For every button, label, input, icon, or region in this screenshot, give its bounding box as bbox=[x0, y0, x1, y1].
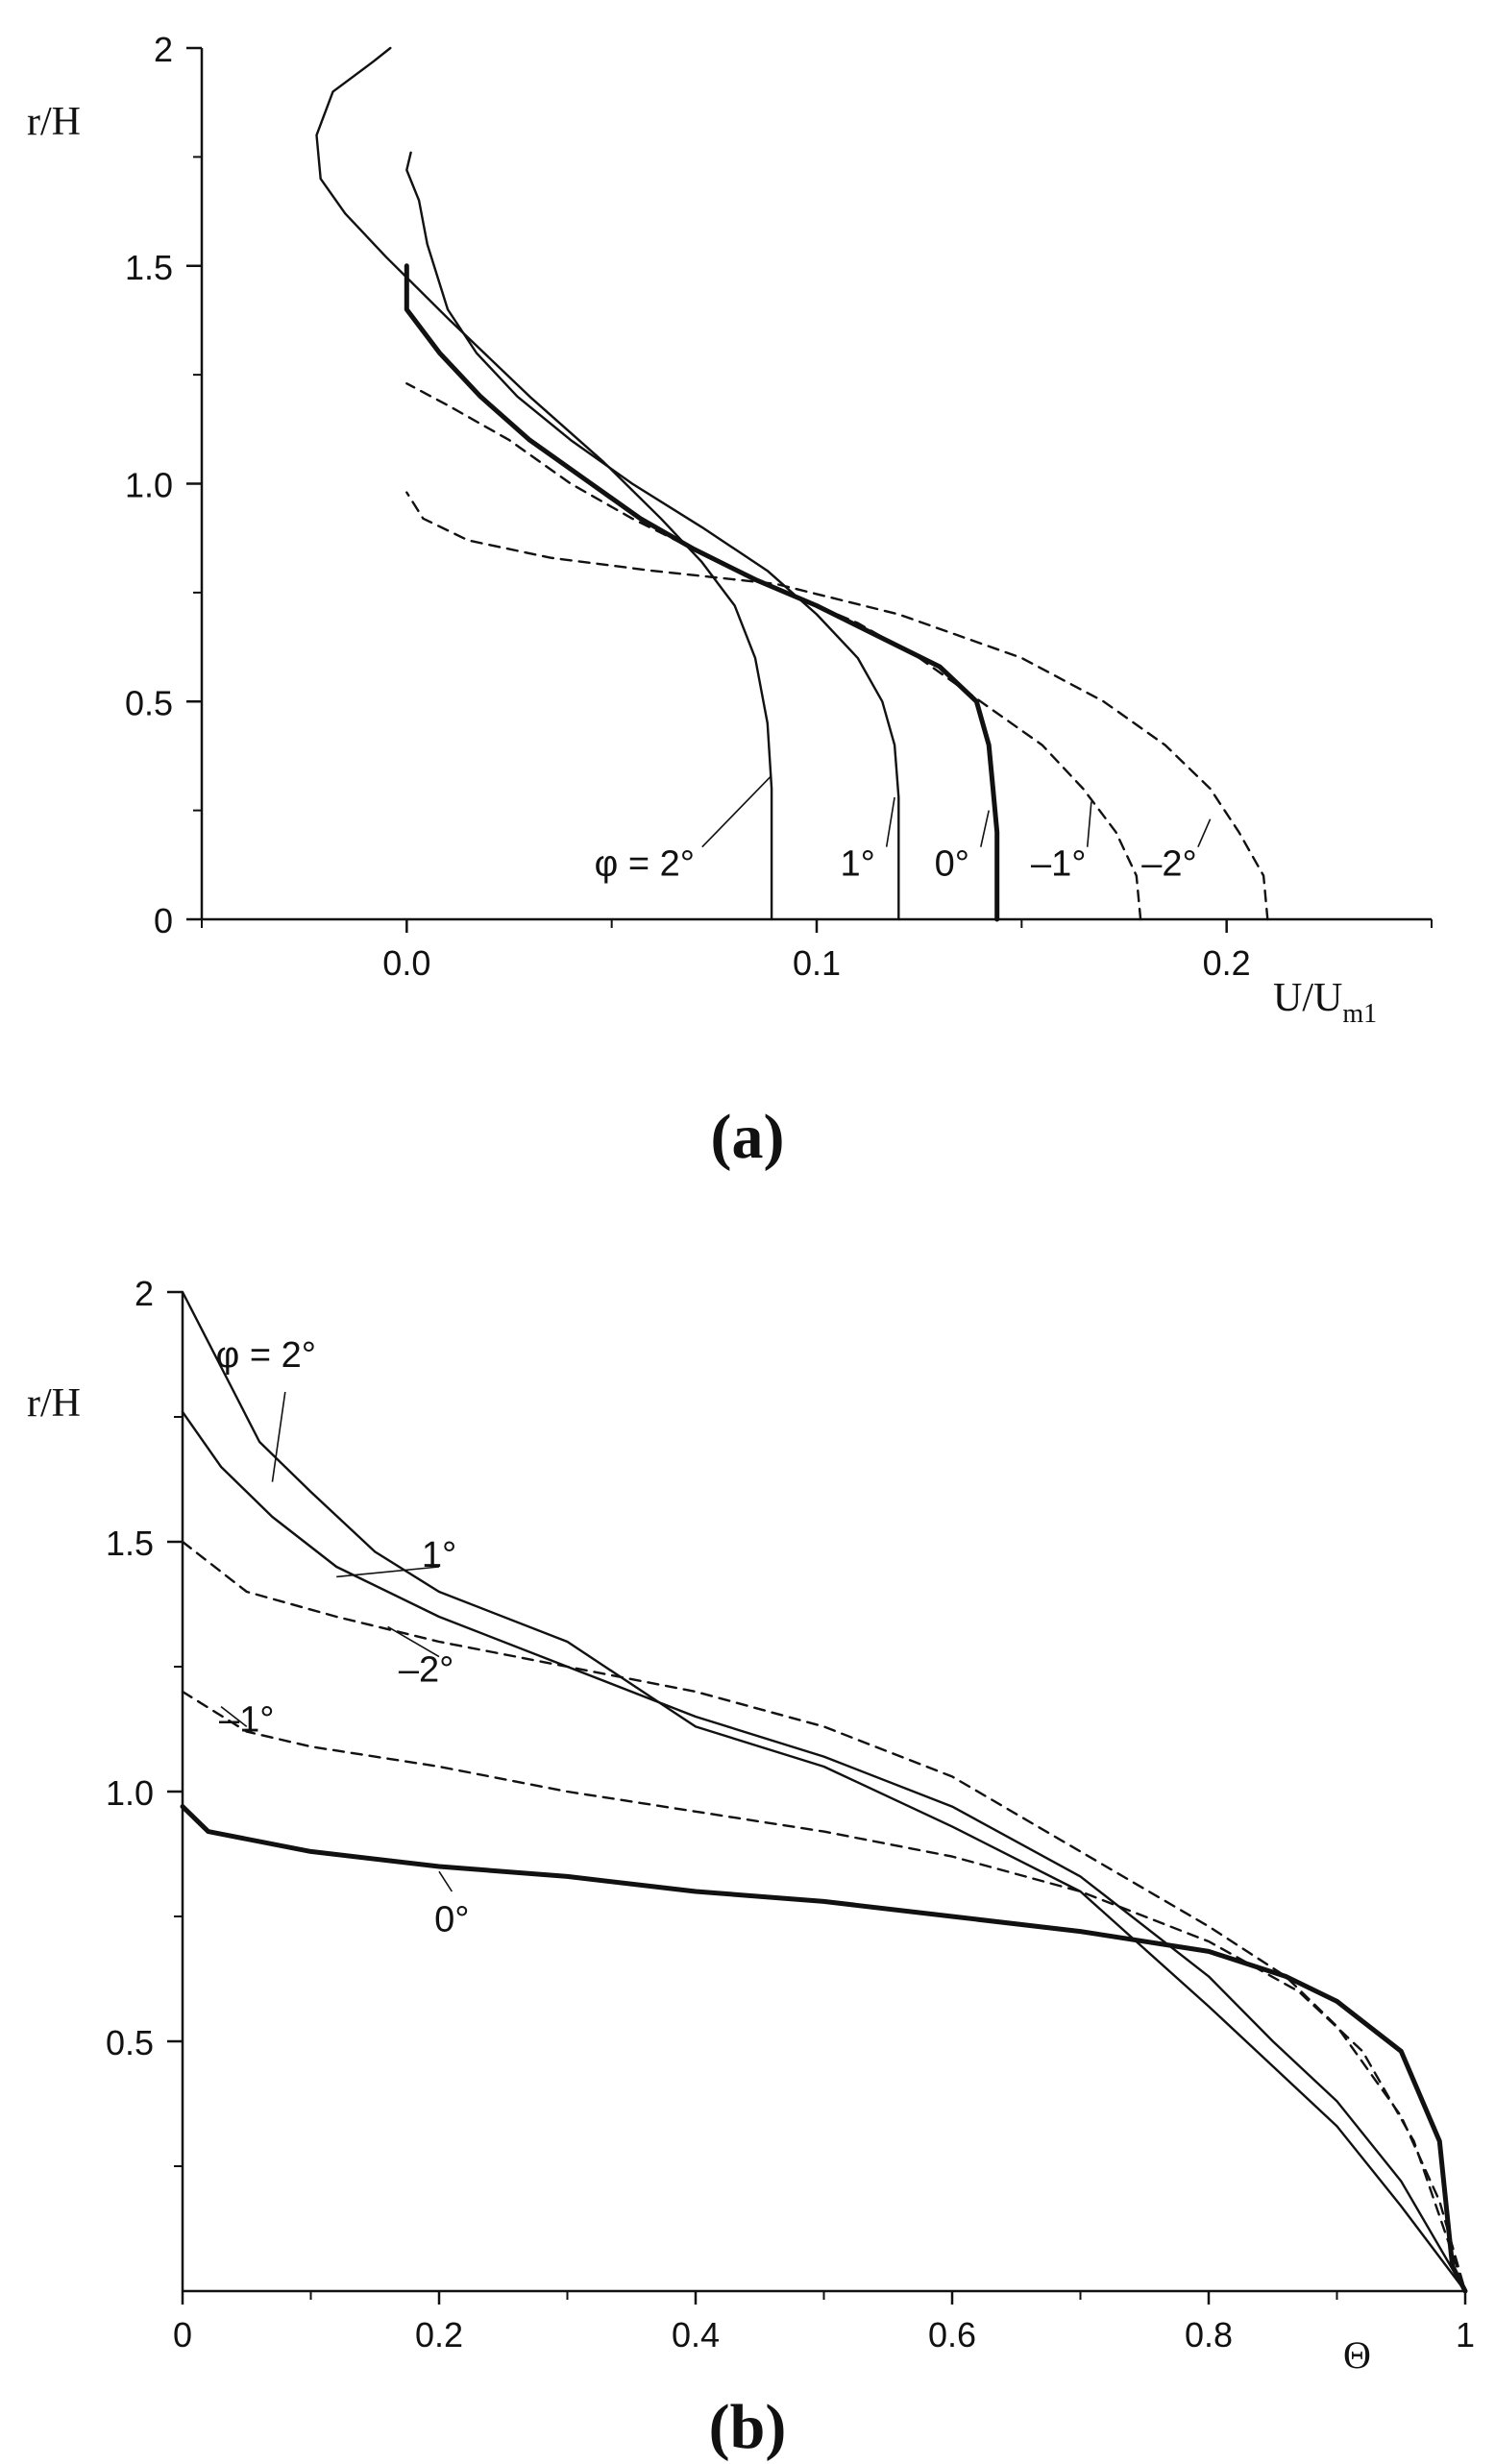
y-axis-label: r/H bbox=[27, 100, 81, 144]
panel-label-a: (a) bbox=[711, 1102, 785, 1172]
series-label: –2° bbox=[399, 1650, 453, 1691]
x-tick-label: 0.2 bbox=[415, 2315, 463, 2354]
series-line bbox=[181, 1690, 1467, 2293]
y-axis-label: r/H bbox=[27, 1381, 81, 1426]
series-leader-line bbox=[271, 1391, 286, 1482]
series-line bbox=[405, 382, 1142, 921]
y-tick-label: 2 bbox=[154, 30, 173, 69]
series-label: 0° bbox=[935, 844, 969, 885]
x-axis-label-subscript: m1 bbox=[1342, 999, 1377, 1029]
series-leader-line bbox=[980, 810, 990, 847]
series-label: φ = 2° bbox=[595, 844, 695, 885]
series-line bbox=[315, 46, 773, 921]
series-leader-line bbox=[1086, 801, 1092, 847]
series-line bbox=[181, 1410, 1467, 2293]
x-tick-label: 0.2 bbox=[1203, 943, 1251, 983]
y-tick-label: 1.0 bbox=[106, 1773, 154, 1813]
x-tick-label: 0.6 bbox=[928, 2315, 976, 2354]
series-leader-line bbox=[1197, 818, 1212, 847]
x-axis-label: U/Um1 bbox=[1273, 976, 1377, 1029]
y-tick-label: 0 bbox=[154, 901, 173, 940]
x-tick-label: 0.4 bbox=[672, 2315, 720, 2354]
y-tick-label: 0.5 bbox=[106, 2023, 154, 2062]
y-tick-label: 0.5 bbox=[125, 683, 173, 722]
chart-panel-b: r/H Θ (b) 0.5 1.0 1.5 2 0 0.2 0.4 0.6 0.8 1 φ = 2°… bbox=[27, 1274, 1475, 2462]
series-line bbox=[181, 1290, 1467, 2293]
panel-label-b: (b) bbox=[709, 2392, 787, 2462]
series-label: 1° bbox=[422, 1535, 456, 1575]
series-label: –2° bbox=[1141, 844, 1196, 885]
x-axis-label-main: U/U bbox=[1273, 976, 1342, 1020]
x-tick-label: 0.0 bbox=[382, 943, 430, 983]
chart-panel-a: r/H U/Um1 (a) 0 0.5 1.0 1.5 2 0.0 0.1 0.2 φ = 2°… bbox=[27, 30, 1433, 1172]
y-tick-label: 1.5 bbox=[125, 248, 173, 287]
x-tick-label: 0 bbox=[173, 2315, 192, 2354]
x-tick-label: 0.1 bbox=[793, 943, 841, 983]
svg-text:U/Um1: U/Um1 bbox=[1273, 976, 1377, 1029]
y-tick-label: 1.0 bbox=[125, 466, 173, 505]
series-leader-line bbox=[438, 1870, 453, 1892]
series-label: –1° bbox=[1031, 844, 1086, 885]
series-label: 0° bbox=[434, 1900, 469, 1940]
series-leader-line bbox=[885, 796, 895, 847]
series-leader-line bbox=[336, 1566, 440, 1578]
series-label: 1° bbox=[840, 844, 874, 885]
y-tick-label: 1.5 bbox=[106, 1524, 154, 1563]
series-leader-line bbox=[387, 1625, 440, 1658]
series-label: –1° bbox=[219, 1700, 274, 1741]
x-axis-label: Θ bbox=[1343, 2333, 1371, 2377]
x-tick-label: 0.8 bbox=[1185, 2315, 1233, 2354]
series-line bbox=[181, 1540, 1467, 2293]
y-tick-label: 2 bbox=[135, 1274, 154, 1313]
series-label: φ = 2° bbox=[216, 1335, 316, 1376]
series-leader-line bbox=[701, 774, 772, 848]
series-line bbox=[180, 1804, 1468, 2294]
series-line bbox=[405, 491, 1269, 921]
series-line bbox=[405, 151, 900, 921]
x-tick-label: 1 bbox=[1456, 2315, 1475, 2354]
series-leader-line bbox=[220, 1705, 248, 1728]
